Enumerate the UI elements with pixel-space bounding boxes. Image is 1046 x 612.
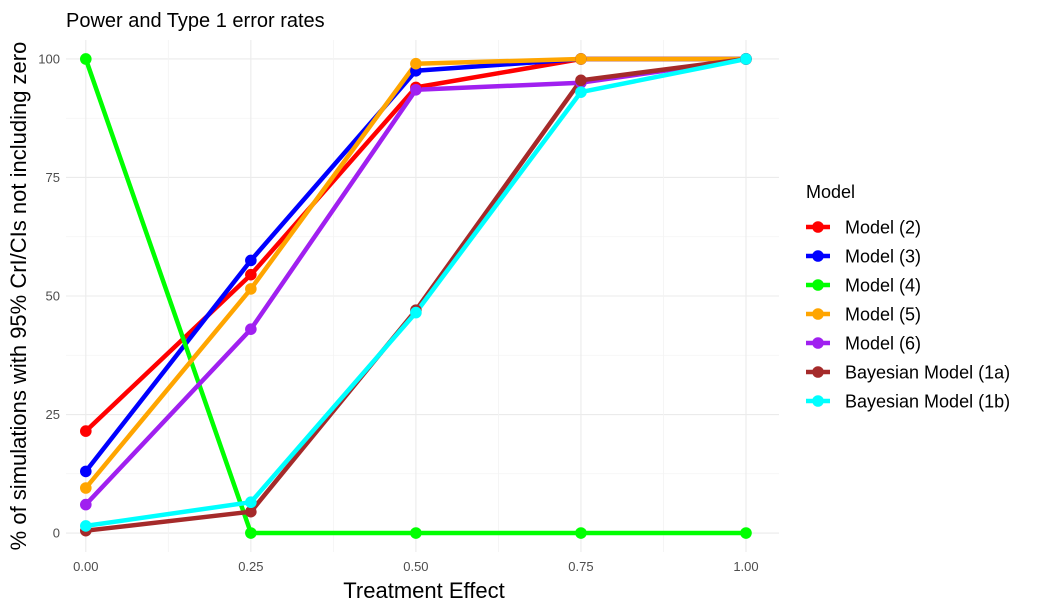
data-point [80,465,92,478]
data-point [575,527,587,539]
y-tick-label: 25 [46,407,60,422]
data-point [245,268,257,281]
legend-key-point [812,221,824,233]
x-tick-label: 0.50 [403,559,428,574]
data-point [410,83,422,96]
x-axis-title: Treatment Effect [343,578,504,603]
data-point [410,527,422,539]
legend-key-point [812,250,824,262]
data-point [740,527,752,539]
y-axis-ticks: 0 25 50 75 100 [38,51,60,540]
data-point [245,505,257,518]
x-tick-label: 1.00 [733,559,758,574]
legend-label: Model (3) [845,247,921,267]
data-point [575,86,587,98]
y-tick-label: 50 [46,289,60,304]
legend: Model Model (2) Model (3) Model (4) Model (… [806,182,1010,412]
data-point [740,53,752,65]
legend-key-point [812,366,824,378]
data-point [245,496,257,509]
data-point [245,527,257,539]
x-axis-ticks: 0.00 0.25 0.50 0.75 1.00 [73,559,758,574]
data-point [245,283,257,295]
y-tick-label: 0 [53,526,60,541]
data-point [80,53,92,65]
legend-label: Bayesian Model (1b) [845,392,1010,412]
y-axis-title: % of simulations with 95% CrI/CIs not in… [6,42,31,551]
y-tick-label: 75 [46,170,60,185]
legend-key-point [812,337,824,349]
legend-key-point [812,395,824,407]
grid-lines [66,40,779,552]
legend-key-point [812,308,824,320]
chart-title: Power and Type 1 error rates [66,10,325,32]
data-point [245,254,257,267]
data-point [410,57,422,70]
data-point [410,306,422,319]
legend-key-point [812,279,824,291]
x-tick-label: 0.00 [73,559,98,574]
data-point [575,53,587,65]
x-tick-label: 0.25 [238,559,263,574]
series-points [80,53,752,539]
legend-label: Model (2) [845,218,921,238]
data-point [245,323,257,335]
data-point [575,74,587,87]
data-point [80,425,92,437]
legend-label: Model (4) [845,276,921,296]
data-point [80,482,92,494]
legend-label: Model (5) [845,305,921,325]
y-tick-label: 100 [38,51,60,66]
x-tick-label: 0.75 [568,559,593,574]
data-point [80,498,92,511]
legend-label: Model (6) [845,334,921,354]
legend-title: Model [806,182,855,202]
data-point [80,520,92,532]
legend-label: Bayesian Model (1a) [845,363,1010,383]
